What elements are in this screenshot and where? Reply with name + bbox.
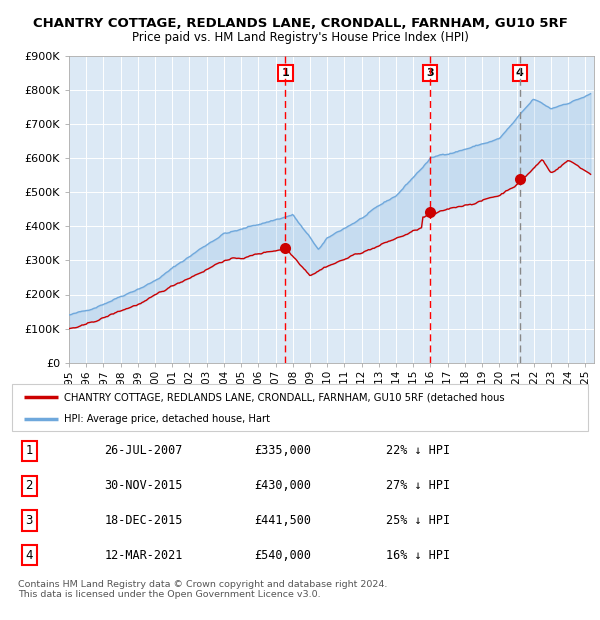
Text: CHANTRY COTTAGE, REDLANDS LANE, CRONDALL, FARNHAM, GU10 5RF (detached hous: CHANTRY COTTAGE, REDLANDS LANE, CRONDALL… — [64, 392, 505, 402]
Text: 3: 3 — [26, 514, 33, 527]
Text: £540,000: £540,000 — [254, 549, 311, 562]
Text: 1: 1 — [26, 445, 33, 457]
Text: HPI: Average price, detached house, Hart: HPI: Average price, detached house, Hart — [64, 414, 270, 424]
Text: 18-DEC-2015: 18-DEC-2015 — [104, 514, 182, 527]
Text: 4: 4 — [26, 549, 33, 562]
Text: 1: 1 — [281, 68, 289, 78]
Text: 22% ↓ HPI: 22% ↓ HPI — [386, 445, 451, 457]
Text: 12-MAR-2021: 12-MAR-2021 — [104, 549, 182, 562]
Text: £441,500: £441,500 — [254, 514, 311, 527]
Text: Contains HM Land Registry data © Crown copyright and database right 2024.
This d: Contains HM Land Registry data © Crown c… — [18, 580, 388, 599]
Text: Price paid vs. HM Land Registry's House Price Index (HPI): Price paid vs. HM Land Registry's House … — [131, 31, 469, 44]
Text: CHANTRY COTTAGE, REDLANDS LANE, CRONDALL, FARNHAM, GU10 5RF: CHANTRY COTTAGE, REDLANDS LANE, CRONDALL… — [32, 17, 568, 30]
Text: £335,000: £335,000 — [254, 445, 311, 457]
Text: 3: 3 — [426, 68, 434, 78]
Text: 16% ↓ HPI: 16% ↓ HPI — [386, 549, 451, 562]
Text: £430,000: £430,000 — [254, 479, 311, 492]
Text: 27% ↓ HPI: 27% ↓ HPI — [386, 479, 451, 492]
Text: 26-JUL-2007: 26-JUL-2007 — [104, 445, 182, 457]
FancyBboxPatch shape — [12, 384, 588, 431]
Text: 2: 2 — [26, 479, 33, 492]
Text: 4: 4 — [516, 68, 524, 78]
Text: 30-NOV-2015: 30-NOV-2015 — [104, 479, 182, 492]
Text: 25% ↓ HPI: 25% ↓ HPI — [386, 514, 451, 527]
